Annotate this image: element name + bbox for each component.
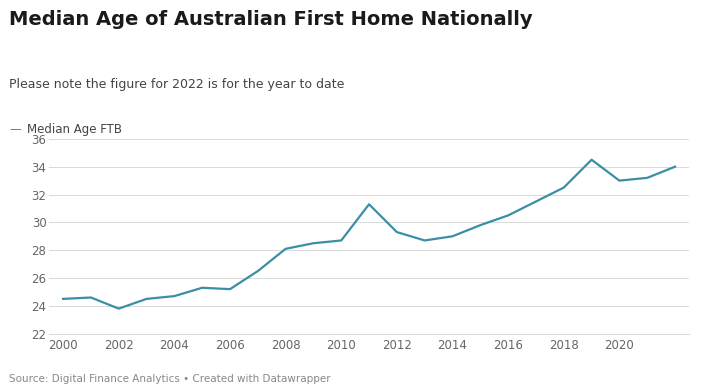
Text: Median Age FTB: Median Age FTB	[27, 123, 122, 137]
Text: Source: Digital Finance Analytics • Created with Datawrapper: Source: Digital Finance Analytics • Crea…	[9, 374, 331, 384]
Text: Please note the figure for 2022 is for the year to date: Please note the figure for 2022 is for t…	[9, 78, 344, 91]
Text: —: —	[9, 123, 21, 137]
Text: Median Age of Australian First Home Nationally: Median Age of Australian First Home Nati…	[9, 10, 533, 29]
